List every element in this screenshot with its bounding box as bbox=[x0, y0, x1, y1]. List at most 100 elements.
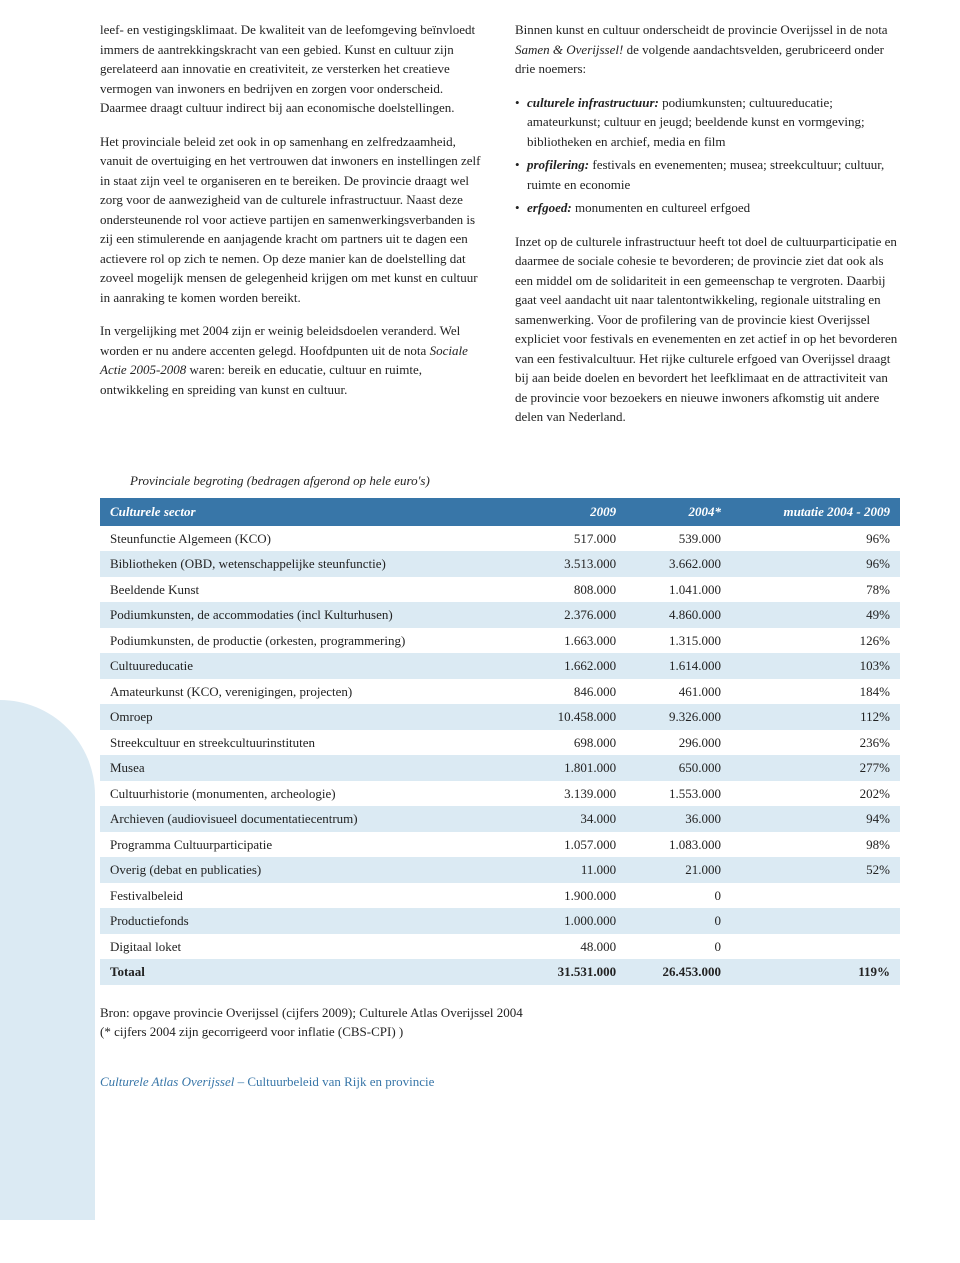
table-cell: 698.000 bbox=[521, 730, 626, 756]
table-cell: 0 bbox=[626, 908, 731, 934]
table-cell: Overig (debat en publicaties) bbox=[100, 857, 521, 883]
table-row: Steunfunctie Algemeen (KCO)517.000539.00… bbox=[100, 526, 900, 552]
table-cell: 31.531.000 bbox=[521, 959, 626, 985]
table-cell: 98% bbox=[731, 832, 900, 858]
right-para-2: Inzet op de culturele infrastructuur hee… bbox=[515, 232, 900, 427]
table-cell: 1.041.000 bbox=[626, 577, 731, 603]
bullet-item: culturele infrastructuur: podiumkunsten;… bbox=[515, 93, 900, 152]
table-cell: 78% bbox=[731, 577, 900, 603]
footer-sep: – bbox=[234, 1074, 247, 1089]
table-row: Podiumkunsten, de accommodaties (incl Ku… bbox=[100, 602, 900, 628]
table-cell: Streekcultuur en streekcultuurinstituten bbox=[100, 730, 521, 756]
table-cell: Podiumkunsten, de productie (orkesten, p… bbox=[100, 628, 521, 654]
table-row: Podiumkunsten, de productie (orkesten, p… bbox=[100, 628, 900, 654]
table-cell: 126% bbox=[731, 628, 900, 654]
budget-table: Culturele sector 2009 2004* mutatie 2004… bbox=[100, 498, 900, 985]
table-cell: 236% bbox=[731, 730, 900, 756]
table-cell: Steunfunctie Algemeen (KCO) bbox=[100, 526, 521, 552]
table-cell: 96% bbox=[731, 551, 900, 577]
table-cell: 112% bbox=[731, 704, 900, 730]
table-cell: Podiumkunsten, de accommodaties (incl Ku… bbox=[100, 602, 521, 628]
table-row: Cultuurhistorie (monumenten, archeologie… bbox=[100, 781, 900, 807]
table-row: Productiefonds1.000.0000 bbox=[100, 908, 900, 934]
table-row: Musea1.801.000650.000277% bbox=[100, 755, 900, 781]
table-cell: Totaal bbox=[100, 959, 521, 985]
bullet-label: erfgoed: bbox=[527, 200, 572, 215]
table-cell: Omroep bbox=[100, 704, 521, 730]
left-para-2: Het provinciale beleid zet ook in op sam… bbox=[100, 132, 485, 308]
table-cell: 296.000 bbox=[626, 730, 731, 756]
table-cell: 1.801.000 bbox=[521, 755, 626, 781]
table-cell: 49% bbox=[731, 602, 900, 628]
table-cell: 26.453.000 bbox=[626, 959, 731, 985]
table-cell: 846.000 bbox=[521, 679, 626, 705]
table-cell: 48.000 bbox=[521, 934, 626, 960]
right-para-1: Binnen kunst en cultuur onderscheidt de … bbox=[515, 20, 900, 79]
table-cell: 119% bbox=[731, 959, 900, 985]
footer-title: Culturele Atlas Overijssel – Cultuurbele… bbox=[100, 1072, 434, 1092]
page-footer: 18 Culturele Atlas Overijssel – Cultuurb… bbox=[100, 1072, 900, 1092]
table-row: Streekcultuur en streekcultuurinstituten… bbox=[100, 730, 900, 756]
table-cell: 1.000.000 bbox=[521, 908, 626, 934]
table-caption: Provinciale begroting (bedragen afgerond… bbox=[130, 471, 900, 491]
table-cell: 3.139.000 bbox=[521, 781, 626, 807]
table-cell: 10.458.000 bbox=[521, 704, 626, 730]
table-cell: 3.513.000 bbox=[521, 551, 626, 577]
table-cell: 1.057.000 bbox=[521, 832, 626, 858]
table-cell: Cultuureducatie bbox=[100, 653, 521, 679]
table-cell: 1.614.000 bbox=[626, 653, 731, 679]
table-row: Beeldende Kunst808.0001.041.00078% bbox=[100, 577, 900, 603]
table-source: Bron: opgave provincie Overijssel (cijfe… bbox=[100, 1003, 900, 1042]
table-cell: 9.326.000 bbox=[626, 704, 731, 730]
right-column: Binnen kunst en cultuur onderscheidt de … bbox=[515, 20, 900, 441]
table-row: Programma Cultuurparticipatie1.057.0001.… bbox=[100, 832, 900, 858]
table-cell: 103% bbox=[731, 653, 900, 679]
table-cell: 202% bbox=[731, 781, 900, 807]
table-cell: 11.000 bbox=[521, 857, 626, 883]
table-cell: 0 bbox=[626, 934, 731, 960]
table-row: Omroep10.458.0009.326.000112% bbox=[100, 704, 900, 730]
table-row: Cultuureducatie1.662.0001.614.000103% bbox=[100, 653, 900, 679]
table-header-row: Culturele sector 2009 2004* mutatie 2004… bbox=[100, 498, 900, 526]
table-body: Steunfunctie Algemeen (KCO)517.000539.00… bbox=[100, 526, 900, 985]
table-cell: Beeldende Kunst bbox=[100, 577, 521, 603]
left-para-3: In vergelijking met 2004 zijn er weinig … bbox=[100, 321, 485, 399]
table-cell: 1.662.000 bbox=[521, 653, 626, 679]
table-total-row: Totaal31.531.00026.453.000119% bbox=[100, 959, 900, 985]
table-cell: Musea bbox=[100, 755, 521, 781]
col-mutation: mutatie 2004 - 2009 bbox=[731, 498, 900, 526]
table-row: Digitaal loket48.0000 bbox=[100, 934, 900, 960]
table-cell: 0 bbox=[626, 883, 731, 909]
table-cell: 1.900.000 bbox=[521, 883, 626, 909]
table-row: Festivalbeleid1.900.0000 bbox=[100, 883, 900, 909]
table-cell: 277% bbox=[731, 755, 900, 781]
table-row: Amateurkunst (KCO, verenigingen, project… bbox=[100, 679, 900, 705]
table-cell: 1.553.000 bbox=[626, 781, 731, 807]
table-cell: 94% bbox=[731, 806, 900, 832]
table-cell: 650.000 bbox=[626, 755, 731, 781]
table-row: Bibliotheken (OBD, wetenschappelijke ste… bbox=[100, 551, 900, 577]
bullet-label: profilering: bbox=[527, 157, 589, 172]
table-cell: Productiefonds bbox=[100, 908, 521, 934]
source-line-1: Bron: opgave provincie Overijssel (cijfe… bbox=[100, 1003, 900, 1023]
bullet-item: erfgoed: monumenten en cultureel erfgoed bbox=[515, 198, 900, 218]
table-cell: 808.000 bbox=[521, 577, 626, 603]
right-para-1a: Binnen kunst en cultuur onderscheidt de … bbox=[515, 22, 888, 37]
bullet-text: monumenten en cultureel erfgoed bbox=[572, 200, 750, 215]
table-cell: 539.000 bbox=[626, 526, 731, 552]
col-2004: 2004* bbox=[626, 498, 731, 526]
table-cell: 3.662.000 bbox=[626, 551, 731, 577]
col-2009: 2009 bbox=[521, 498, 626, 526]
table-cell bbox=[731, 934, 900, 960]
table-cell: 36.000 bbox=[626, 806, 731, 832]
table-cell: 184% bbox=[731, 679, 900, 705]
table-cell bbox=[731, 908, 900, 934]
footer-atlas: Culturele Atlas Overijssel bbox=[100, 1074, 234, 1089]
right-para-1-em: Samen & Overijssel! bbox=[515, 42, 623, 57]
table-cell: Amateurkunst (KCO, verenigingen, project… bbox=[100, 679, 521, 705]
left-para-3a: In vergelijking met 2004 zijn er weinig … bbox=[100, 323, 460, 358]
table-cell: 34.000 bbox=[521, 806, 626, 832]
table-cell: Bibliotheken (OBD, wetenschappelijke ste… bbox=[100, 551, 521, 577]
table-row: Archieven (audiovisueel documentatiecent… bbox=[100, 806, 900, 832]
left-column: leef- en vestigingsklimaat. De kwaliteit… bbox=[100, 20, 485, 441]
